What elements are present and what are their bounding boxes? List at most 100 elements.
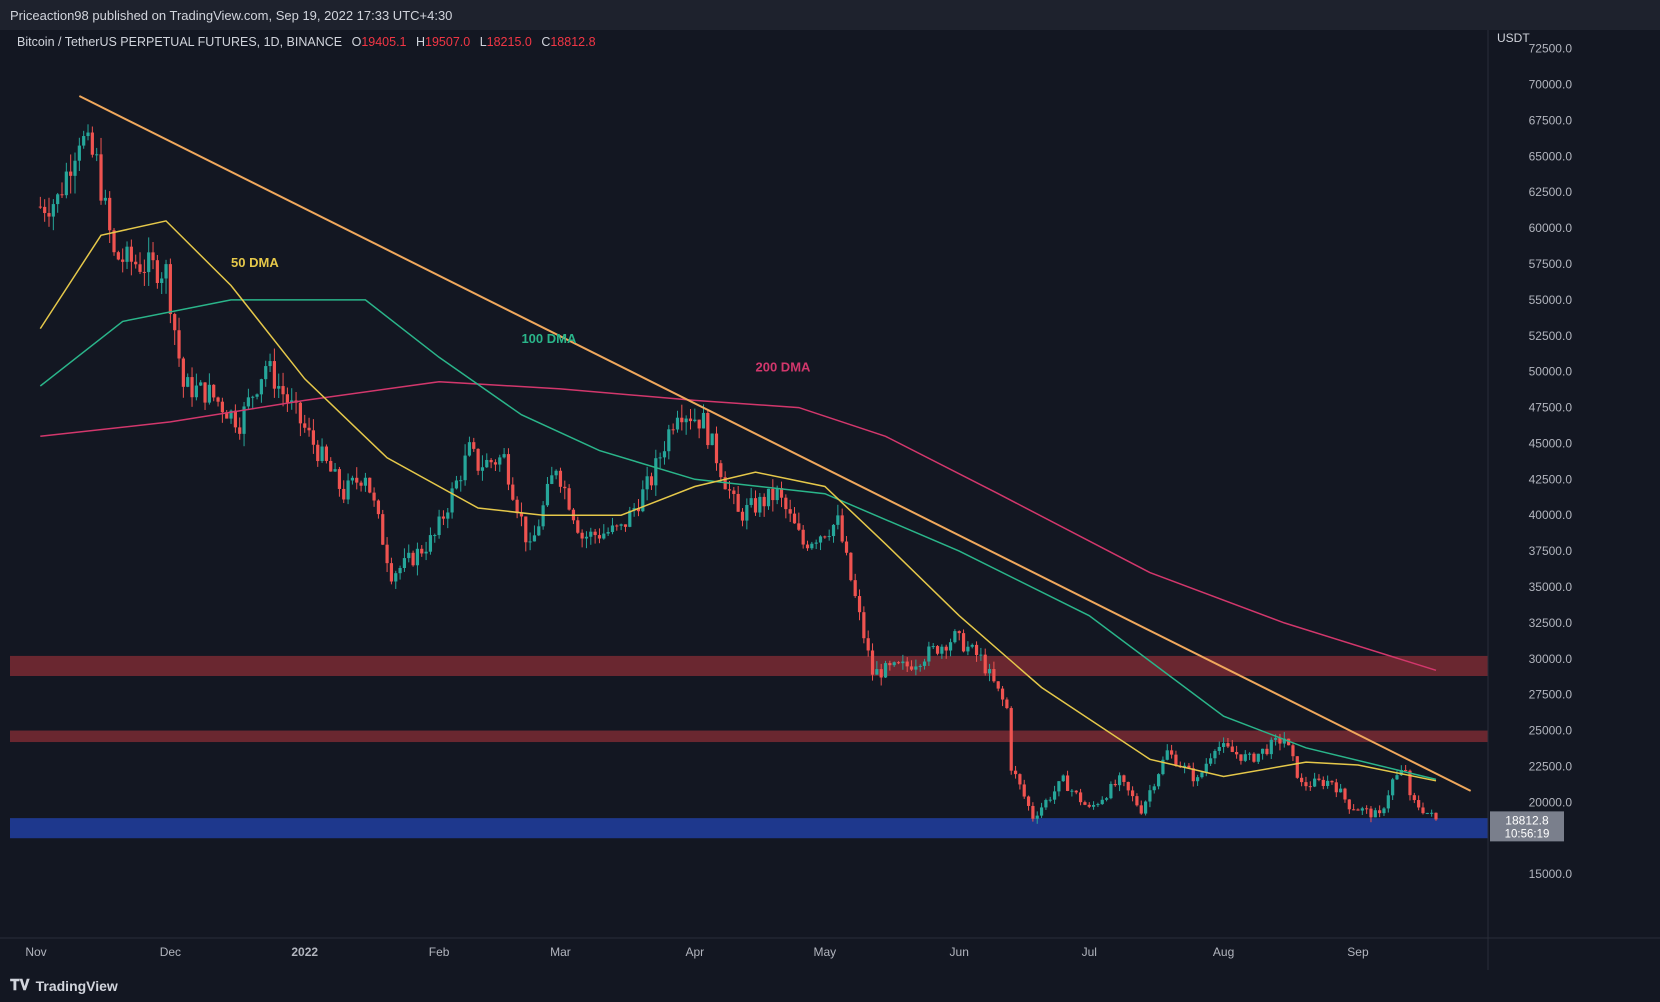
candle-body bbox=[1321, 779, 1325, 786]
candle-body bbox=[1039, 807, 1044, 816]
candle-body bbox=[584, 536, 589, 539]
candle-body bbox=[883, 663, 888, 678]
candle-body bbox=[1395, 775, 1399, 780]
candle-body bbox=[1204, 763, 1208, 773]
candle-body bbox=[459, 480, 463, 482]
tradingview-brand[interactable]: 𝐓𝐕 TradingView bbox=[10, 977, 118, 994]
candle-body bbox=[242, 406, 246, 434]
candle-body bbox=[290, 400, 294, 403]
candle-body bbox=[1339, 788, 1343, 793]
candle-body bbox=[1143, 801, 1148, 814]
y-tick-label: 22500.0 bbox=[1529, 759, 1573, 773]
candle-body bbox=[805, 544, 810, 549]
symbol-info: Bitcoin / TetherUS PERPETUAL FUTURES, 1D… bbox=[17, 35, 596, 49]
candle-body bbox=[1278, 737, 1282, 744]
x-tick-label: Sep bbox=[1347, 945, 1369, 959]
candle-body bbox=[307, 427, 311, 431]
candle-body bbox=[472, 442, 476, 449]
moving-averages bbox=[39, 220, 1437, 782]
x-tick-label: 2022 bbox=[291, 945, 318, 959]
candle-body bbox=[142, 271, 146, 273]
candle-body bbox=[1256, 753, 1260, 762]
trendline bbox=[78, 95, 1472, 792]
candle-body bbox=[151, 252, 155, 261]
candle-body bbox=[632, 508, 636, 511]
y-tick-label: 62500.0 bbox=[1529, 185, 1573, 199]
candle-body bbox=[580, 532, 584, 539]
candle-body bbox=[320, 446, 324, 462]
candle-body bbox=[186, 377, 190, 387]
candle-body bbox=[667, 429, 671, 452]
candle-body bbox=[90, 132, 94, 155]
time-axis: Nov Dec 2022 Feb Mar Apr May Jun Jul Aug Sep bbox=[0, 937, 1660, 959]
candle-body bbox=[342, 488, 346, 500]
candle-body bbox=[888, 663, 892, 666]
close-label: C bbox=[541, 35, 551, 49]
dma-label: 100 DMA bbox=[521, 331, 577, 346]
candle-body bbox=[719, 463, 723, 478]
chart-pane[interactable] bbox=[0, 30, 1576, 940]
candle-body bbox=[168, 264, 172, 315]
low-value: 18215.0 bbox=[486, 35, 532, 49]
y-tick-label: 60000.0 bbox=[1529, 221, 1573, 235]
candle-body bbox=[56, 194, 60, 205]
candle-body bbox=[264, 366, 268, 380]
candle-body bbox=[1096, 804, 1100, 806]
candle-body bbox=[346, 480, 350, 500]
candle-body bbox=[563, 486, 567, 489]
candle-body bbox=[983, 654, 987, 674]
candle-body bbox=[1417, 800, 1421, 808]
candle-body bbox=[1408, 770, 1412, 796]
candle-body bbox=[1295, 756, 1299, 778]
candle-body bbox=[1070, 790, 1074, 792]
candle-body bbox=[47, 213, 51, 217]
candle-body bbox=[814, 542, 818, 544]
x-tick-label: Apr bbox=[685, 945, 704, 959]
candle-body bbox=[277, 386, 281, 389]
candle-body bbox=[463, 455, 467, 481]
high-value: 19507.0 bbox=[425, 35, 471, 49]
candle-body bbox=[1161, 759, 1165, 775]
currency-label: USDT bbox=[1497, 31, 1530, 45]
candle-body bbox=[1430, 812, 1434, 814]
candle-body bbox=[558, 470, 563, 487]
y-tick-label: 50000.0 bbox=[1529, 365, 1573, 379]
candle-body bbox=[1287, 738, 1291, 746]
candle-body bbox=[1213, 750, 1217, 759]
brand-label: TradingView bbox=[35, 977, 118, 994]
candle-body bbox=[316, 444, 320, 462]
candle-body bbox=[966, 646, 970, 652]
candle-body bbox=[788, 509, 792, 514]
candle-body bbox=[602, 533, 606, 539]
candle-body bbox=[1217, 746, 1221, 751]
candle-body bbox=[840, 515, 844, 542]
candle-body bbox=[1031, 805, 1035, 819]
candle-body bbox=[862, 612, 866, 639]
candle-body bbox=[1083, 802, 1087, 805]
candle-body bbox=[43, 206, 47, 214]
candle-body bbox=[658, 457, 662, 459]
last-price-label: 18812.8 bbox=[1505, 813, 1549, 827]
countdown-label: 10:56:19 bbox=[1505, 828, 1550, 840]
candle-body bbox=[129, 246, 133, 262]
candle-body bbox=[272, 361, 276, 389]
candle-body bbox=[710, 433, 714, 446]
x-tick-label: May bbox=[814, 945, 837, 959]
candle-body bbox=[1187, 765, 1191, 769]
candle-body bbox=[1022, 784, 1026, 797]
candle-body bbox=[376, 500, 381, 515]
candle-body bbox=[177, 330, 181, 359]
candle-body bbox=[818, 536, 823, 543]
candle-body bbox=[662, 451, 667, 458]
candle-body bbox=[372, 492, 376, 501]
publisher-text: Priceaction98 published on TradingView.c… bbox=[10, 8, 453, 23]
candle-body bbox=[615, 525, 619, 527]
candle-body bbox=[524, 516, 528, 543]
y-tick-label: 42500.0 bbox=[1529, 472, 1573, 486]
candle-body bbox=[1330, 780, 1334, 783]
candle-body bbox=[940, 646, 944, 654]
candle-body bbox=[1169, 750, 1174, 755]
candle-body bbox=[160, 278, 164, 283]
candle-body bbox=[446, 512, 450, 519]
